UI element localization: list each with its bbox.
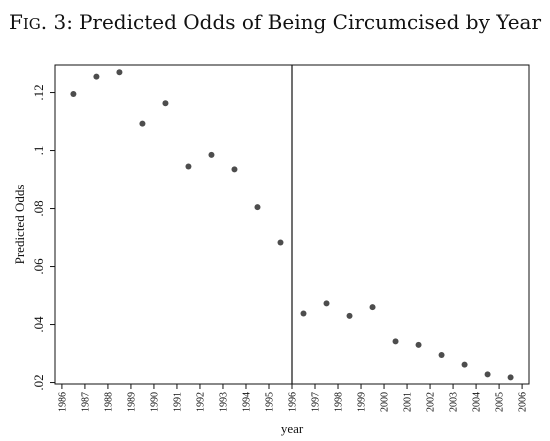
x-tick-label: 1994 (241, 392, 252, 412)
y-tick-label: .02 (31, 374, 46, 390)
data-point (208, 151, 215, 158)
data-point (323, 300, 330, 307)
data-point (369, 304, 376, 311)
x-axis-label: year (281, 421, 304, 436)
data-point (231, 166, 238, 173)
data-point (484, 371, 491, 378)
x-tick-label: 1996 (288, 392, 299, 412)
x-tick-label: 1992 (195, 392, 206, 412)
data-point (277, 239, 284, 246)
x-tick-label: 2001 (403, 392, 414, 412)
x-tick-label: 2000 (380, 392, 391, 412)
data-point (507, 374, 514, 381)
data-point (438, 352, 445, 358)
data-point (70, 91, 77, 97)
x-tick-label: 1998 (334, 392, 345, 412)
x-tick-label: 1988 (103, 392, 114, 412)
plot-area: .02.04.06.08.1.12 1986 1987 1988 1989 1990 19… (12, 64, 530, 436)
data-point (461, 361, 468, 368)
data-point (139, 120, 146, 127)
x-tick-label: 1986 (57, 392, 68, 412)
x-tick-label: 1991 (172, 392, 183, 412)
data-point (116, 69, 123, 76)
data-points (70, 69, 514, 381)
title-prefix-small: IG (23, 15, 41, 33)
data-point (254, 204, 261, 211)
y-axis-label: Predicted Odds (12, 185, 27, 265)
data-point (185, 163, 192, 170)
y-tick-label: .08 (31, 200, 46, 216)
figure-title: FIG. 3: Predicted Odds of Being Circumcis… (9, 10, 542, 34)
x-tick-label: 1999 (357, 392, 368, 412)
x-tick-label: 1993 (218, 392, 229, 412)
x-tick-label: 1990 (149, 392, 160, 412)
y-tick-label: .1 (31, 146, 46, 156)
data-point (300, 310, 307, 317)
x-tick-label: 1989 (126, 392, 137, 412)
x-tick-label: 1995 (264, 392, 275, 412)
x-tick-label: 2006 (518, 392, 529, 412)
y-axis: .02 .04 .06 .08 .1 .12 (31, 84, 55, 391)
data-point (415, 341, 422, 348)
x-tick-label: 2005 (495, 392, 506, 412)
x-tick-label: 2002 (426, 392, 437, 412)
title-number: . 3: (41, 10, 73, 34)
data-point (93, 73, 100, 80)
x-tick-label: 2003 (449, 392, 460, 412)
y-tick-label: .06 (31, 258, 46, 275)
x-axis: 1986 1987 1988 1989 1990 1991 1992 1993 1994 1995… (57, 384, 529, 412)
title-rest: Predicted Odds of Being Circumcised by Y… (79, 10, 542, 34)
x-tick-label: 1987 (80, 392, 91, 412)
data-point (392, 338, 399, 345)
data-point (346, 312, 353, 319)
title-prefix-main: F (9, 10, 23, 34)
x-tick-label: 1997 (311, 392, 322, 412)
y-tick-label: .04 (31, 316, 46, 333)
x-tick-label: 2004 (472, 392, 483, 412)
data-point (162, 100, 169, 107)
y-tick-label: .12 (31, 84, 46, 100)
